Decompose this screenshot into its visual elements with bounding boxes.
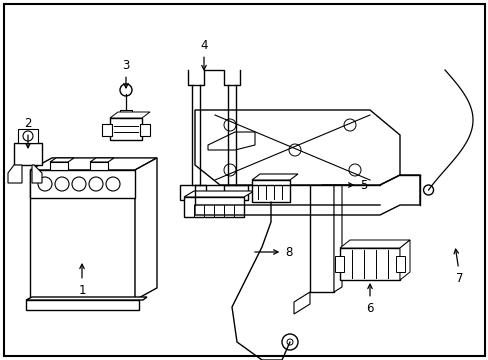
Circle shape xyxy=(423,185,433,195)
Bar xyxy=(30,170,135,198)
Circle shape xyxy=(224,164,236,176)
Bar xyxy=(251,180,289,202)
Text: 1: 1 xyxy=(78,264,85,297)
Circle shape xyxy=(282,334,297,350)
Polygon shape xyxy=(224,185,247,200)
Polygon shape xyxy=(30,158,157,170)
Bar xyxy=(18,129,38,143)
Polygon shape xyxy=(333,117,341,292)
Text: 4: 4 xyxy=(200,39,207,70)
Circle shape xyxy=(89,177,103,191)
Bar xyxy=(14,143,42,165)
Text: 7: 7 xyxy=(453,249,463,284)
Bar xyxy=(26,300,139,310)
Polygon shape xyxy=(207,132,254,150)
Bar xyxy=(102,124,112,136)
Bar xyxy=(334,256,343,272)
Bar xyxy=(50,162,68,170)
Bar xyxy=(30,170,135,300)
Text: 6: 6 xyxy=(366,284,373,315)
Bar xyxy=(183,197,244,217)
Polygon shape xyxy=(50,158,74,162)
Polygon shape xyxy=(251,174,297,180)
Circle shape xyxy=(288,144,301,156)
Circle shape xyxy=(106,177,120,191)
Bar xyxy=(110,118,142,140)
Bar xyxy=(309,122,333,292)
Circle shape xyxy=(224,119,236,131)
Polygon shape xyxy=(135,158,157,300)
Circle shape xyxy=(313,169,329,185)
Polygon shape xyxy=(32,165,42,183)
Text: 3: 3 xyxy=(122,59,129,88)
Circle shape xyxy=(72,177,86,191)
Circle shape xyxy=(348,164,360,176)
Circle shape xyxy=(38,177,52,191)
Bar xyxy=(339,248,399,280)
Polygon shape xyxy=(26,297,147,300)
Polygon shape xyxy=(90,158,114,162)
Circle shape xyxy=(55,177,69,191)
Circle shape xyxy=(286,339,292,345)
Circle shape xyxy=(23,131,33,141)
Bar xyxy=(90,162,108,170)
Circle shape xyxy=(343,119,355,131)
Circle shape xyxy=(120,84,132,96)
Bar xyxy=(140,124,150,136)
Bar xyxy=(120,110,132,118)
Polygon shape xyxy=(8,165,22,183)
Polygon shape xyxy=(195,110,399,185)
Polygon shape xyxy=(183,191,253,197)
Text: 5: 5 xyxy=(321,179,366,192)
Polygon shape xyxy=(110,112,150,118)
Polygon shape xyxy=(399,240,409,280)
Text: 8: 8 xyxy=(254,246,292,258)
Polygon shape xyxy=(339,240,409,248)
Text: 2: 2 xyxy=(24,117,32,148)
Polygon shape xyxy=(180,185,205,200)
Polygon shape xyxy=(293,292,309,314)
Bar xyxy=(395,256,404,272)
